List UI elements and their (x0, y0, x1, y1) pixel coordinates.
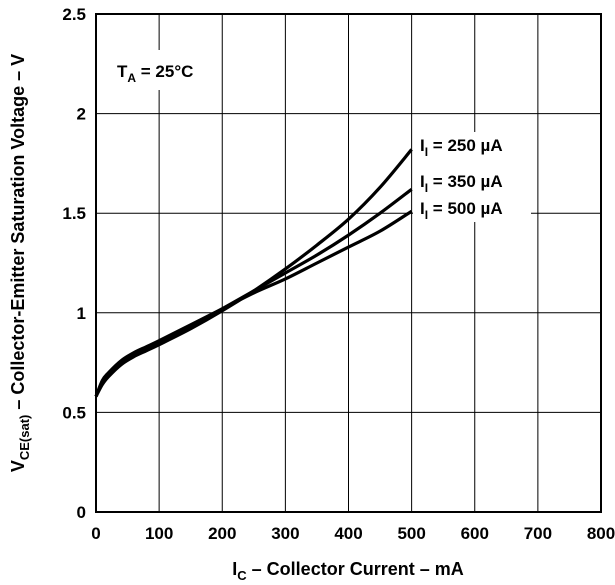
y-tick-label: 2 (77, 105, 86, 124)
x-tick-label: 0 (91, 524, 100, 543)
x-tick-label: 100 (145, 524, 173, 543)
series-labels: II = 250 µA II = 350 µA II = 500 µA (413, 132, 531, 222)
x-tick-label: 400 (334, 524, 362, 543)
x-tick-label: 600 (461, 524, 489, 543)
y-tick-label: 0 (77, 503, 86, 522)
x-tick-label: 300 (271, 524, 299, 543)
y-axis-title: VCE(sat) – Collector-Emitter Saturation … (8, 54, 32, 472)
series-label-background (413, 132, 531, 222)
x-tick-label: 200 (208, 524, 236, 543)
x-axis-title: IC – Collector Current – mA (232, 559, 463, 583)
temperature-annotation: TA = 25°C (117, 62, 193, 85)
x-tick-label: 700 (524, 524, 552, 543)
series-label-500: II = 500 µA (420, 199, 503, 222)
series-curves (94, 148, 413, 398)
y-tick-label: 2.5 (62, 5, 86, 24)
y-tick-label: 1 (77, 304, 86, 323)
y-tick-label: 0.5 (62, 403, 86, 422)
annotation-background (112, 50, 220, 90)
x-tick-label: 500 (397, 524, 425, 543)
series-label-350: II = 350 µA (420, 172, 503, 195)
tick-labels: 0 100 200 300 400 500 600 700 800 0 0.5 1 1.5 2 2.5 (62, 5, 615, 543)
series-line-0 (94, 148, 413, 398)
y-tick-label: 1.5 (62, 204, 86, 223)
x-tick-label: 800 (587, 524, 615, 543)
series-line-2 (94, 209, 413, 398)
series-label-250: II = 250 µA (420, 136, 503, 159)
plot-frame (95, 13, 602, 513)
